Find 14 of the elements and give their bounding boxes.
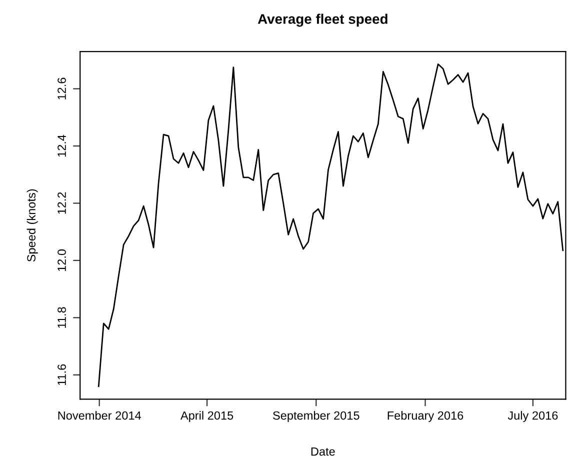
x-axis-title: Date [311, 447, 335, 456]
y-tick-label: 12.4 [58, 134, 66, 157]
x-tick-label: July 2016 [508, 411, 558, 422]
y-tick-label: 12.6 [58, 78, 66, 100]
x-tick-label: November 2014 [58, 411, 141, 420]
x-tick-label: February 2016 [388, 411, 464, 422]
y-tick-label: 12.0 [58, 249, 66, 272]
y-tick-label: 11.8 [58, 307, 66, 328]
y-tick-label: 12.2 [58, 192, 66, 214]
y-tick-label: 11.6 [58, 364, 66, 386]
chart-title: Average fleet speed [258, 14, 388, 27]
x-tick-label: April 2015 [180, 411, 234, 422]
y-axis-title: Speed (knots) [26, 189, 38, 262]
x-tick-label: September 2015 [273, 411, 360, 422]
